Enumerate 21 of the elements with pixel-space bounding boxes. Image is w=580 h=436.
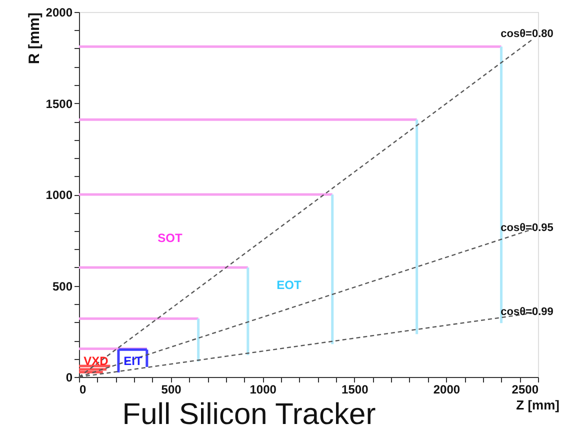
y-tick-label: 0 <box>66 370 73 384</box>
annotation: EIT <box>124 354 143 368</box>
x-tick-label: 1000 <box>250 382 277 396</box>
x-tick-label: 0 <box>80 382 86 396</box>
x-tick-label: 500 <box>161 382 182 396</box>
annotation: VXD <box>84 354 109 368</box>
x-tick-label: 2000 <box>433 382 460 396</box>
y-tick-label: 1500 <box>46 96 73 111</box>
y-tick-label: 2000 <box>46 6 73 20</box>
annotation: cosθ=0.80 <box>500 28 554 40</box>
y-axis-title: R [mm] <box>26 12 43 64</box>
annotation: SOT <box>158 231 183 245</box>
text: Full Silicon Tracker <box>122 398 376 431</box>
y-tick-label: 1000 <box>46 188 73 202</box>
x-tick-label: 1500 <box>342 382 369 396</box>
annotation: cosθ=0.95 <box>500 222 554 234</box>
x-tick-label: 2500 <box>512 382 539 396</box>
annotation: cosθ=0.99 <box>500 306 554 318</box>
annotation: EOT <box>276 278 302 292</box>
x-axis-title: Z [mm] <box>516 398 560 412</box>
y-tick-label: 500 <box>52 279 73 294</box>
